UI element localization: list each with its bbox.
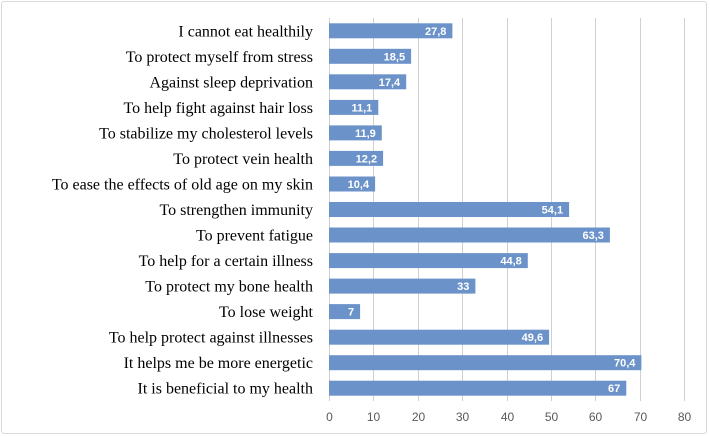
bar [329,125,382,141]
bar [329,304,361,320]
x-tick-label: 40 [501,410,515,424]
category-label: I cannot eat healthily [178,23,313,40]
data-label: 12,2 [356,153,377,165]
bar [329,380,627,396]
data-label: 11,1 [351,102,372,114]
category-label: To protect myself from stress [126,49,313,66]
category-label: It is beneficial to my health [138,381,314,398]
category-label: To stabilize my cholesterol levels [99,125,313,142]
data-label: 67 [608,383,620,395]
category-label: To protect my bone health [145,279,313,296]
bar [329,176,376,192]
bar [329,202,570,217]
data-label: 7 [348,307,354,319]
category-label: To protect vein health [173,151,313,168]
x-tick-label: 10 [367,410,381,424]
bar [329,355,642,371]
category-label: To help protect against illnesses [109,330,313,347]
x-tick-label: 50 [545,410,559,424]
data-label: 10,4 [348,179,370,191]
data-label: 54,1 [542,205,563,217]
data-label: 18,5 [384,51,405,63]
category-label: To lose weight [219,304,314,321]
x-tick-label: 60 [589,410,603,424]
category-label: To strengthen immunity [159,202,313,219]
x-tick-label: 30 [456,410,470,424]
bar [329,253,528,269]
x-tick-label: 20 [412,410,426,424]
category-label: To prevent fatigue [196,228,313,245]
data-label: 33 [457,281,469,293]
category-label: To help fight against hair loss [123,100,313,117]
category-label: To ease the effects of old age on my ski… [52,177,313,194]
data-label: 27,8 [425,26,446,38]
data-label: 49,6 [522,332,543,344]
bar [329,150,384,166]
data-label: 11,9 [355,128,376,140]
x-tick-label: 80 [678,410,692,424]
bar [329,48,412,64]
category-label: To help for a certain illness [139,253,313,270]
data-label: 63,3 [582,230,603,242]
x-tick-label: 70 [634,410,648,424]
bar [329,99,379,115]
bar [329,74,407,90]
bar [329,278,476,294]
x-tick-label: 0 [326,410,333,424]
data-label: 70,4 [614,358,636,370]
category-label: It helps me be more energetic [124,355,313,372]
category-label: Against sleep deprivation [149,74,313,91]
bar [329,23,453,39]
bar [329,329,550,345]
data-label: 44,8 [500,256,521,268]
data-label: 17,4 [379,77,401,89]
bar [329,227,610,243]
